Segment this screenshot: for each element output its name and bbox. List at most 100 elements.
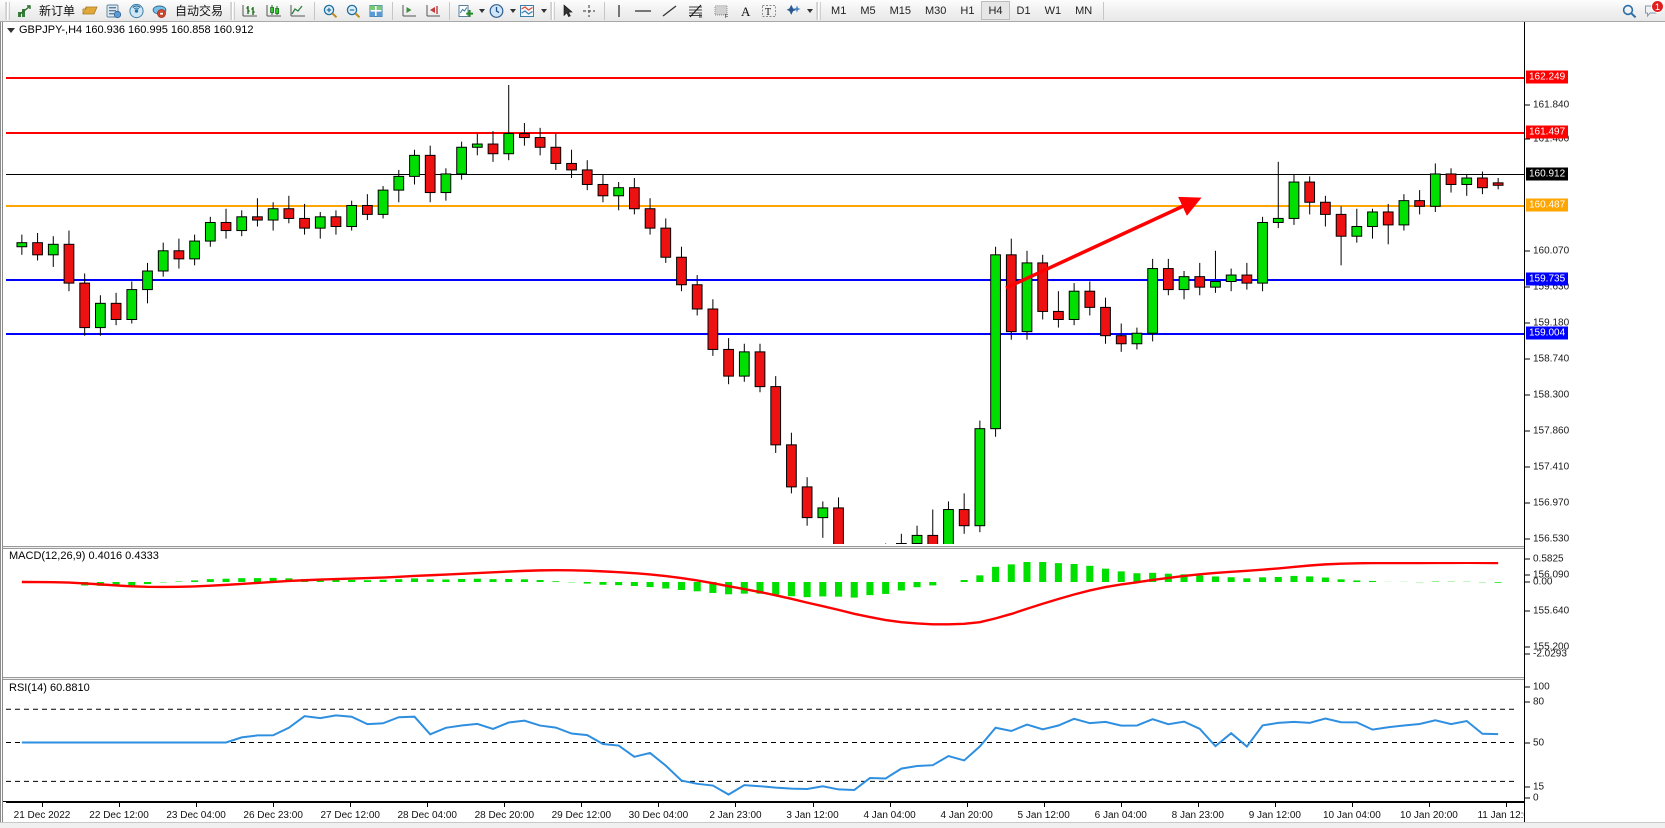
price-tick-label: 156.090 [1525,570,1569,581]
time-tick [119,803,121,807]
timeframe-m1[interactable]: M1 [831,4,847,17]
templates-dropdown-caret[interactable] [541,8,548,13]
toolbar-grip-2[interactable] [230,1,236,20]
horizontal-line-icon[interactable] [629,1,657,21]
time-axis-label: 3 Jan 12:00 [786,810,839,821]
timeframe-m30[interactable]: M30 [925,4,947,17]
main-toolbar: 新订单 [0,0,1665,22]
price-level-label[interactable]: 160.912 [1526,167,1569,181]
timeframe-h1[interactable]: H1 [960,4,975,17]
rsi-tick-label: 80 [1525,697,1544,708]
new-order-icon[interactable] [13,1,35,21]
chart-menu-triangle-icon[interactable] [7,27,15,33]
price-level-label[interactable]: 162.249 [1526,70,1569,84]
time-tick [1428,803,1430,807]
toolbar-grip-4[interactable] [816,1,822,20]
price-tick-label: 156.530 [1525,534,1569,545]
price-tick-label: 161.840 [1525,100,1569,111]
bar-chart-icon[interactable] [238,1,262,21]
time-tick [42,803,43,807]
fibonacci-fan-icon[interactable]: F [709,1,735,21]
chart-symbol-header: GBPJPY-,H4 160.936 160.995 160.858 160.9… [7,22,253,38]
time-axis-label: 9 Jan 12:00 [1248,810,1301,821]
price-tick-label: 160.070 [1525,246,1569,257]
shapes-dropdown-caret[interactable] [807,8,814,13]
time-axis-label: 10 Jan 20:00 [1400,810,1458,821]
time-axis-label: 27 Dec 12:00 [320,810,380,821]
status-bar [0,822,1665,828]
templates-icon[interactable] [516,1,539,21]
price-tick-label: 158.300 [1525,390,1569,401]
chart-window[interactable]: GBPJPY-,H4 160.936 160.995 160.858 160.9… [0,22,1665,828]
price-axis[interactable]: 161.840 161.400 160.070 159.630 159.180 158.7… [1524,22,1665,828]
timeframe-h4[interactable]: H4 [981,1,1010,20]
timeframe-mn[interactable]: MN [1075,4,1093,17]
level-line-support-1 [6,279,1524,281]
svg-text:T: T [765,7,771,18]
time-tick [504,803,506,807]
zoom-out-icon[interactable] [342,1,365,21]
price-tick-label: 157.410 [1525,462,1569,473]
time-axis: 21 Dec 2022 22 Dec 12:00 23 Dec 04:00 26 De… [6,802,1535,828]
time-axis-label: 21 Dec 2022 [13,810,71,821]
price-tick-label: 161.400 [1525,134,1569,145]
search-icon[interactable] [1618,1,1641,21]
price-tick-label: 156.970 [1525,498,1569,509]
fibonacci-icon[interactable]: E [683,1,709,21]
timeframe-d1[interactable]: D1 [1016,4,1031,17]
price-plot-area[interactable] [6,22,1524,828]
zoom-in-icon[interactable] [319,1,342,21]
toolbar-divider-4 [604,1,606,20]
shapes-icon[interactable] [781,1,805,21]
time-axis-label: 2 Jan 23:00 [709,810,762,821]
time-tick [735,803,737,807]
rsi-tick-label: 0 [1525,793,1539,804]
line-chart-icon[interactable] [286,1,310,21]
candlestick-chart-icon[interactable] [262,1,286,21]
time-tick [1351,803,1353,807]
time-tick [427,803,429,807]
indicators-dropdown-caret[interactable] [479,8,486,13]
rsi-tick-label: 100 [1525,682,1550,693]
account-icon[interactable] [102,1,125,21]
text-label-icon[interactable]: T [757,1,781,21]
trendline-icon[interactable] [657,1,683,21]
period-dropdown-caret[interactable] [510,8,517,13]
time-tick [1506,803,1507,807]
cursor-icon[interactable] [558,1,578,21]
price-tick-label: 158.740 [1525,354,1569,365]
price-level-label[interactable]: 159.735 [1526,272,1569,286]
toolbar-grip[interactable] [5,1,10,20]
folder-icon[interactable] [79,1,102,21]
price-level-label[interactable]: 159.004 [1526,326,1569,340]
vertical-line-icon[interactable] [609,1,629,21]
shift-start-icon[interactable] [397,1,421,21]
period-icon[interactable] [485,1,508,21]
timeframe-m15[interactable]: M15 [889,4,911,17]
time-tick [196,803,198,807]
text-icon[interactable]: A [735,1,757,21]
timeframe-m5[interactable]: M5 [860,4,876,17]
signal-icon[interactable] [125,1,148,21]
auto-trading-button[interactable]: 自动交易 [175,4,224,18]
macd-tick-label: -2.0293 [1525,649,1567,660]
crosshair-icon[interactable] [578,1,600,21]
tile-windows-icon[interactable] [365,1,388,21]
expert-advisor-icon[interactable] [148,1,171,21]
svg-text:F: F [725,14,728,19]
price-level-label[interactable]: 160.487 [1526,198,1569,212]
macd-series [21,562,1502,626]
macd-tick-label: 0.00 [1525,577,1552,588]
price-level-label[interactable]: 161.497 [1526,125,1569,139]
shift-end-icon[interactable] [421,1,445,21]
indicators-icon[interactable] [454,1,477,21]
new-order-button[interactable]: 新订单 [39,4,76,18]
time-axis-label: 29 Dec 12:00 [551,810,612,821]
alerts-icon[interactable]: 1 [1641,0,1664,21]
time-tick [581,803,583,807]
toolbar-grip-3[interactable] [550,1,556,20]
timeframe-w1[interactable]: W1 [1044,4,1062,17]
rsi-label: RSI(14) 60.8810 [9,682,90,694]
candlestick-series [16,85,1504,544]
svg-text:E: E [699,14,703,19]
